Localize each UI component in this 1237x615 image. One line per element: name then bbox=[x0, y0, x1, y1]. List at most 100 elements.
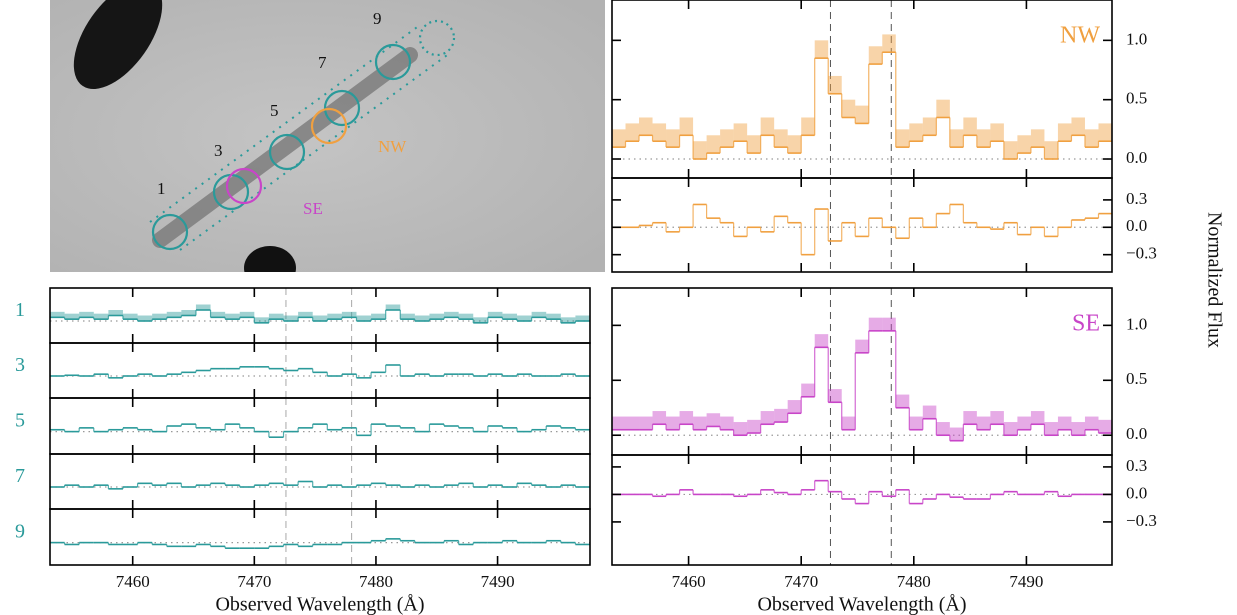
flux-band bbox=[517, 315, 532, 321]
y-tick-label: 0.5 bbox=[1126, 369, 1147, 388]
flux-band bbox=[225, 313, 240, 320]
aperture-label: 9 bbox=[373, 9, 382, 28]
sky-image: 1 3 5 7 9 NW SE bbox=[50, 0, 605, 272]
y-tick-label: 1.0 bbox=[1126, 314, 1147, 333]
flux-band bbox=[371, 313, 386, 320]
flux-band bbox=[841, 99, 856, 118]
aperture bbox=[418, 19, 456, 57]
flux-band bbox=[1003, 141, 1018, 160]
flux-band bbox=[546, 313, 561, 320]
panel-frame bbox=[611, 454, 1113, 566]
flux-band bbox=[801, 117, 815, 136]
flux-band bbox=[652, 411, 667, 425]
flux-band bbox=[612, 129, 626, 148]
flux-band bbox=[706, 413, 721, 427]
flux-band bbox=[181, 310, 196, 316]
flux-band bbox=[283, 315, 299, 321]
flux-band bbox=[949, 427, 964, 441]
flux-band bbox=[787, 135, 802, 154]
flux-band bbox=[814, 334, 829, 348]
flux-band bbox=[166, 311, 182, 318]
flux-band bbox=[760, 411, 775, 425]
flux-band bbox=[429, 313, 445, 320]
flux-band bbox=[473, 317, 488, 323]
flux-band bbox=[137, 315, 153, 321]
x-tick-label: 7470 bbox=[784, 572, 818, 591]
aperture-label: 3 bbox=[214, 141, 223, 160]
flux-band bbox=[1030, 129, 1045, 148]
aperture bbox=[374, 43, 412, 81]
flux-band bbox=[828, 75, 842, 94]
panel-frame bbox=[611, 0, 1113, 179]
y-tick-label: 0.5 bbox=[1126, 89, 1147, 108]
flux-band bbox=[652, 123, 667, 142]
x-axis-label: Observed Wavelength (Å) bbox=[757, 594, 966, 615]
flux-band bbox=[760, 117, 775, 136]
flux-band bbox=[341, 311, 357, 318]
flux-band bbox=[828, 389, 842, 403]
flux-band bbox=[50, 311, 65, 318]
flux-band bbox=[625, 123, 640, 142]
flux-band bbox=[909, 123, 923, 142]
flux-band bbox=[612, 416, 626, 430]
flux-band bbox=[531, 311, 547, 318]
flux-band bbox=[976, 129, 991, 148]
flux-band bbox=[801, 383, 815, 397]
panel-frame bbox=[49, 342, 591, 399]
flux-band bbox=[814, 40, 829, 59]
flux-band bbox=[64, 313, 80, 320]
aperture-label: 7 bbox=[318, 53, 327, 72]
flux-band bbox=[868, 46, 883, 65]
flux-band bbox=[1098, 419, 1112, 434]
flux-band bbox=[936, 99, 950, 118]
flux-band bbox=[720, 416, 734, 430]
flux-band bbox=[949, 129, 964, 148]
aperture bbox=[323, 89, 361, 127]
flux-band bbox=[733, 123, 748, 142]
flux-band bbox=[268, 313, 284, 320]
flux-band bbox=[1017, 135, 1031, 154]
flux-band bbox=[1084, 129, 1099, 148]
region-label: SE bbox=[303, 199, 323, 218]
flux-band bbox=[93, 313, 109, 320]
flux-band bbox=[882, 317, 896, 331]
galaxy-blob bbox=[73, 0, 163, 90]
flux-band bbox=[122, 313, 138, 320]
spectrum-label: 1 bbox=[15, 299, 25, 321]
flux-band bbox=[895, 129, 910, 148]
aperture bbox=[268, 133, 306, 171]
flux-band bbox=[502, 313, 518, 320]
flux-band bbox=[747, 135, 761, 154]
flux-band bbox=[922, 405, 937, 419]
flux-band bbox=[666, 416, 680, 430]
flux-band bbox=[1017, 416, 1031, 430]
aperture-label: 1 bbox=[157, 179, 166, 198]
panel-frame bbox=[49, 397, 591, 455]
flux-band bbox=[868, 317, 883, 331]
spectrum-label: 7 bbox=[15, 465, 25, 487]
spectrum-label: 5 bbox=[15, 410, 25, 432]
flux-band bbox=[400, 313, 415, 320]
spectrum-label: 9 bbox=[15, 521, 25, 543]
flux-band bbox=[1084, 416, 1099, 430]
aperture-se bbox=[225, 167, 263, 205]
flux-band bbox=[706, 135, 721, 154]
flux-band bbox=[639, 117, 653, 136]
flux-band bbox=[936, 422, 950, 436]
flux-band bbox=[733, 422, 748, 436]
panel-frame bbox=[611, 177, 1113, 273]
x-tick-label: 7490 bbox=[481, 572, 515, 591]
flux-band bbox=[1044, 422, 1058, 436]
flux-band bbox=[312, 315, 328, 321]
flux-band bbox=[575, 315, 590, 321]
flux-band bbox=[693, 141, 707, 160]
y-tick-label: 0.0 bbox=[1126, 483, 1147, 502]
y-tick-label: 0.0 bbox=[1126, 148, 1147, 167]
spectrum-label: NW bbox=[1060, 23, 1100, 49]
x-tick-label: 7460 bbox=[672, 572, 706, 591]
flux-band bbox=[909, 416, 923, 430]
flux-band bbox=[560, 317, 576, 323]
flux-band bbox=[458, 313, 474, 320]
flux-band bbox=[855, 339, 869, 353]
